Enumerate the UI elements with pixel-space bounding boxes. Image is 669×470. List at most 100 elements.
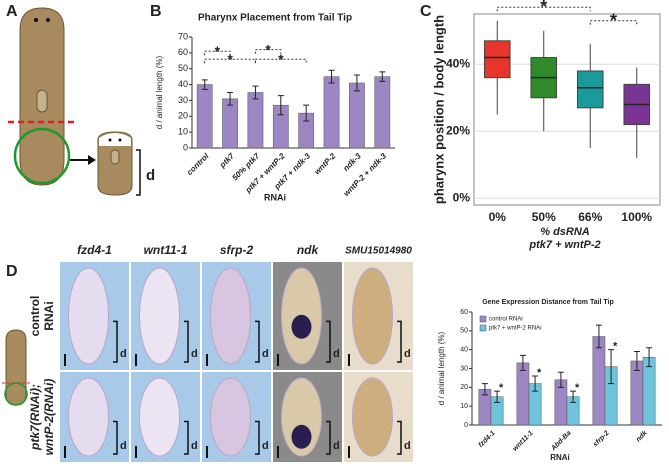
image-row-label: control: [28, 296, 42, 337]
significance: *: [278, 51, 284, 67]
box: [483, 40, 511, 79]
y-tick-label: 0: [464, 422, 468, 429]
error-bar: [608, 349, 615, 385]
y-tick-label: 20%: [446, 123, 470, 137]
d-label: d: [333, 348, 340, 360]
worm-image: [139, 377, 180, 457]
x-tick-label: control: [185, 151, 211, 177]
panel-label: B: [150, 3, 162, 20]
d-label: d: [262, 440, 269, 452]
error-bar: [303, 104, 310, 122]
image-column-label: wnt11-1: [144, 243, 188, 257]
bar: [349, 82, 365, 149]
significance: *: [215, 43, 221, 59]
worm-image: [352, 377, 393, 457]
error-bar: [252, 85, 259, 100]
x-axis-label: RNAi: [264, 192, 286, 202]
x-axis-label: % dsRNA: [540, 226, 590, 238]
schematic: [8, 7, 141, 196]
bar: [516, 362, 530, 426]
bracket: [184, 320, 189, 363]
error-bar: [481, 383, 488, 396]
d-label: d: [120, 440, 127, 452]
bar: [592, 336, 606, 426]
d-label: d: [404, 348, 411, 360]
error-bar: [201, 79, 208, 90]
x-axis-label: ptk7 + wntP-2: [528, 239, 600, 251]
error-bar: [328, 69, 335, 84]
worm-image: [281, 377, 322, 457]
legend-swatch: [479, 315, 487, 323]
error-bar: [532, 375, 539, 392]
y-tick-label: 0: [183, 142, 188, 152]
y-axis-label: pharynx position / body length: [431, 15, 446, 204]
image-column-label: SMU15014980: [345, 246, 412, 257]
d-label: d: [262, 348, 269, 360]
y-axis-label: d / animal length (%): [437, 331, 446, 405]
x-axis-label: RNAi: [550, 453, 570, 462]
significance-bracket: [589, 20, 638, 25]
bar: [247, 92, 264, 149]
bar: [222, 98, 238, 149]
bracket: [397, 420, 402, 455]
worm-icon: [2, 329, 30, 406]
significance: *: [613, 341, 618, 353]
panel-label: C: [420, 3, 432, 20]
significance: *: [499, 382, 504, 394]
bracket: [255, 320, 260, 363]
legend-label: ptk7 + wntP-2 RNAi: [489, 326, 542, 332]
bar: [323, 76, 340, 149]
y-tick-label: 30: [460, 365, 468, 372]
d-label: d: [191, 440, 198, 452]
error-bar: [353, 74, 360, 92]
error-bar: [633, 351, 640, 371]
image-row-label: ptk7(RNAi);: [28, 384, 42, 451]
worm-image: [352, 267, 393, 365]
worm-image: [210, 267, 251, 365]
error-bar: [519, 354, 526, 371]
panel-label: D: [6, 263, 18, 280]
image-column-label: sfrp-2: [220, 243, 254, 257]
d-label: d: [333, 440, 340, 452]
y-tick-label: 40: [460, 347, 468, 354]
image-column-label: ndk: [297, 243, 320, 257]
stain: [291, 314, 312, 339]
significance: *: [540, 0, 547, 17]
y-tick-label: 40: [178, 79, 188, 89]
bracket: [326, 320, 331, 363]
error-bar: [494, 390, 501, 403]
bar: [374, 76, 391, 149]
significance: *: [575, 382, 580, 394]
bracket: [184, 420, 189, 455]
stain: [291, 424, 312, 449]
bracket: [255, 420, 260, 455]
error-bar: [557, 371, 564, 388]
x-tick-label: Abd-Ba: [549, 430, 572, 453]
image-column-label: fzd4-1: [77, 243, 112, 257]
chart-title: Pharynx Placement from Tail Tip: [198, 13, 352, 24]
x-tick-label: 66%: [578, 210, 602, 224]
y-tick-label: 60: [178, 47, 188, 57]
significance: *: [265, 41, 271, 57]
x-tick-label: 0%: [489, 210, 507, 224]
bracket: [113, 420, 118, 455]
y-tick-label: 40%: [446, 56, 470, 70]
x-tick-label: fzd4-1: [477, 430, 496, 449]
bracket: [326, 420, 331, 455]
chart-title: Gene Expression Distance from Tail Tip: [482, 299, 614, 306]
y-tick-label: 20: [178, 111, 188, 121]
significance-bracket: [204, 50, 231, 56]
image-row-label: wntP-2(RNAi): [42, 379, 56, 456]
significance: *: [537, 367, 542, 379]
error-bar: [570, 390, 577, 403]
x-tick-label: 100%: [621, 210, 652, 224]
legend-label: control RNAi: [489, 317, 523, 323]
significance-bracket: [254, 49, 282, 54]
image-row-label: RNAi: [42, 301, 56, 330]
y-tick-label: 30: [178, 95, 188, 105]
x-tick-label: sfrp-2: [592, 430, 611, 449]
worm-image: [210, 377, 251, 457]
legend-swatch: [479, 324, 487, 332]
worm-image: [139, 267, 180, 365]
error-bar: [646, 347, 653, 368]
